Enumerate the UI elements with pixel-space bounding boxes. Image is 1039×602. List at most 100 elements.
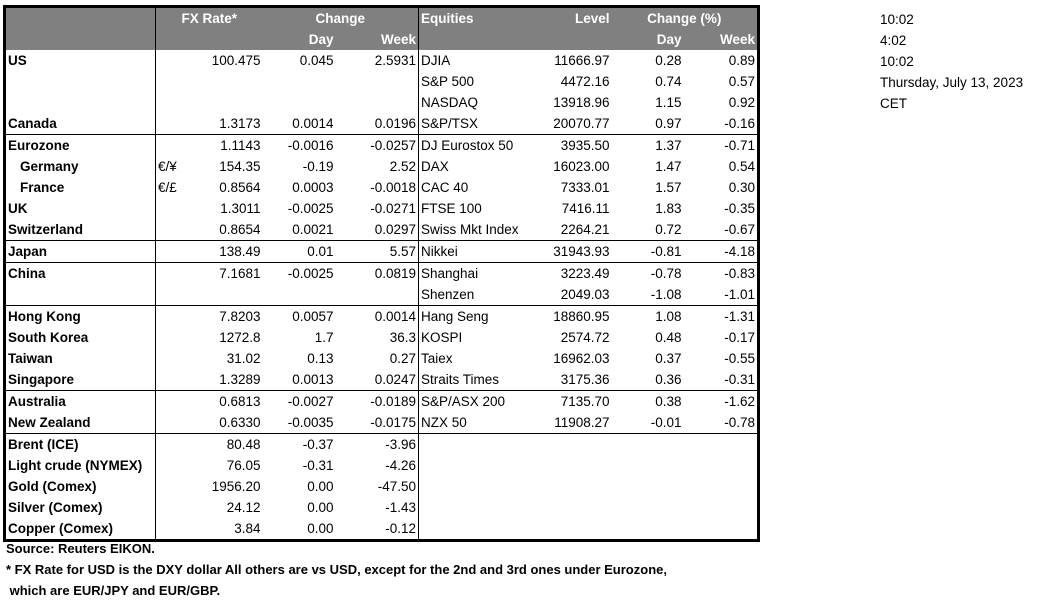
fx-rate: 31.02 [226,351,261,366]
equity-level: 13918.96 [553,95,610,110]
equity-name: DAX [421,159,449,174]
equity-name [419,497,539,518]
equity-week-change: 0.54 [728,159,756,174]
table-row: South Korea 1272.8 1.7 36.3 KOSPI 2574.72 0.48… [4,327,759,348]
equity-name: Hang Seng [421,309,489,324]
currency-pair [156,348,186,369]
fx-rate [186,92,263,113]
table-row: US 100.475 0.045 2.5931 DJIA 11666.97 0.28 0.89 [4,50,759,71]
table-row: France €/£ 0.8564 0.0003 -0.0018 CAC 40 7333.0… [4,177,759,198]
fx-week-change: 0.0247 [335,369,420,391]
table-row: Germany €/¥ 154.35 -0.19 2.52 DAX 16023.00 1.47… [4,156,759,177]
equity-level: 2264.21 [538,219,612,241]
table-row: UK 1.3011 -0.0025 -0.0271 FTSE 100 7416.11 1.8… [4,198,759,219]
equity-day-change: 1.15 [655,95,682,110]
fx-rate: 1272.8 [219,330,261,345]
equity-day-change [612,434,684,456]
equity-day-change: 0.97 [611,113,684,135]
equity-week-change: -0.67 [683,219,759,241]
equity-level [539,497,612,518]
fx-week-change: -0.0018 [335,177,420,198]
row-label: South Korea [4,327,156,348]
fx-rate: 1.3173 [185,113,263,135]
equity-name [419,434,539,456]
currency-pair [156,476,186,497]
equity-day-change: 0.72 [611,219,684,241]
equity-day-change: 1.57 [655,180,682,195]
row-label [4,71,156,92]
table-row: S&P 500 4472.16 0.74 0.57 [4,71,759,92]
table-row: Taiwan 31.02 0.13 0.27 Taiex 16962.03 0.37 -0.5… [4,348,759,369]
fx-day-change: 0.00 [307,521,334,536]
currency-pair [155,113,186,135]
fx-note-2: which are EUR/JPY and EUR/GBP. [6,583,221,598]
table-row: Brent (ICE) 80.48 -0.37 -3.96 [4,433,759,456]
market-table: FX Rate* Change Equities Level Change (%) Da… [3,5,761,542]
currency-pair [155,240,186,263]
fx-week-change: 2.5931 [335,50,420,71]
fx-day-change: -0.37 [302,437,334,452]
equity-level: 31943.93 [538,240,612,263]
row-label: Light crude (NYMEX) [4,455,156,476]
level-header: Level [538,6,612,29]
table-row: Copper (Comex) 3.84 0.00 -0.12 [4,518,759,541]
equity-name: DJ Eurostox 50 [421,138,514,153]
row-label: Canada [4,113,156,135]
row-label: Australia [4,390,156,412]
equity-name: Taiex [421,351,453,366]
equity-level [539,476,612,497]
fx-rate: 1.3011 [220,201,261,216]
fx-change-header: Change [262,6,420,29]
equity-week-change: 0.89 [728,53,756,68]
row-label: Switzerland [4,219,156,241]
fx-day-change: 0.13 [307,351,334,366]
row-label: Singapore [4,369,156,391]
currency-pair [156,518,186,541]
row-label: Gold (Comex) [4,476,156,497]
row-label: Hong Kong [4,305,156,327]
row-label: Brent (ICE) [4,433,156,455]
equity-week-change: -1.01 [683,284,759,306]
equity-week-change [684,476,759,497]
fx-rate: 3.84 [234,521,261,536]
fx-rate: 76.05 [226,458,261,473]
fx-week-change: -4.26 [335,455,420,476]
currency-pair [156,50,186,71]
fx-day-change: -0.31 [302,458,334,473]
currency-pair [156,135,186,157]
table-row: Australia 0.6813 -0.0027 -0.0189 S&P/ASX 200… [4,390,759,412]
equity-level: 7333.01 [560,180,610,195]
equity-level: 16962.03 [553,351,610,366]
equity-level: 7416.11 [561,201,610,216]
equity-level: 2574.72 [560,330,610,345]
fx-week-change: -3.96 [335,433,420,455]
fx-rate [186,71,263,92]
equity-day-change: -0.81 [611,240,684,263]
equity-level: 11666.97 [554,53,610,68]
fx-rate: 1.1143 [220,138,261,153]
equity-level: 11908.27 [538,412,612,434]
row-label: New Zealand [4,412,156,434]
table-row: Hong Kong 7.8203 0.0057 0.0014 Hang Seng 1886… [4,305,759,327]
row-label: Eurozone [4,134,156,156]
fx-day-change: 0.01 [262,240,336,263]
equity-week-change [684,518,759,541]
fx-rate: 154.35 [219,159,261,174]
currency-pair: €/£ [158,180,177,195]
fx-day-change: 0.0021 [262,219,336,241]
equity-name: S&P/TSX [418,113,539,135]
equity-name [419,455,539,476]
fx-week-change [335,92,420,113]
timezone: CET [880,96,907,111]
fx-day-change: 1.7 [314,330,334,345]
fx-rate: 0.6813 [219,394,261,409]
equity-day-change: 0.36 [611,369,684,391]
equity-name: Shanghai [421,266,479,281]
equity-name: DJIA [421,53,451,68]
equity-week-change: -0.17 [724,330,756,345]
equity-name [419,476,539,497]
equity-week-change: -0.31 [683,369,759,391]
table-row: NASDAQ 13918.96 1.15 0.92 [4,92,759,113]
fx-rate: 0.8564 [219,180,261,195]
row-label [4,284,156,306]
